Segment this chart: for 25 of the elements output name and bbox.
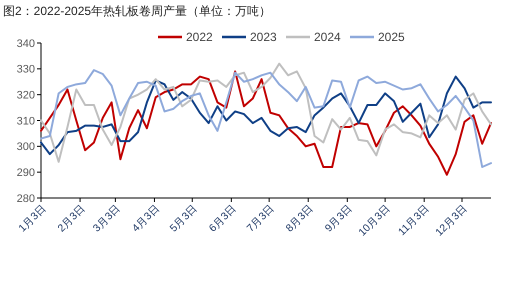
x-tick-label: 2月3日 [55,202,88,235]
x-tick-label: 9月3日 [322,202,356,235]
y-tick-label: 280 [16,192,35,205]
legend-label: 2022 [186,30,214,44]
legend-label: 2025 [378,30,406,44]
line-series [40,76,492,156]
y-tick-label: 320 [16,90,35,102]
x-tick-label: 12月3日 [433,202,470,239]
x-tick-label: 10月3日 [356,202,393,239]
x-tick-label: 3月3日 [90,202,124,235]
x-tick-label: 7月3日 [244,202,277,235]
x-tick-label: 8月3日 [284,202,316,235]
legend-label: 2024 [314,30,342,44]
legend-label: 2023 [250,30,278,44]
x-tick-label: 5月3日 [168,202,200,235]
y-tick-label: 310 [16,115,35,128]
x-tick-label: 4月3日 [130,202,162,235]
y-tick-label: 290 [16,167,35,180]
x-tick-label: 1月3日 [16,202,49,235]
chart-title: 图2：2022-2025年热轧板卷周产量（单位：万吨） [3,4,272,18]
y-tick-label: 300 [16,141,35,154]
x-tick-label: 11月3日 [396,202,432,238]
y-tick-label: 330 [16,64,35,76]
x-tick-label: 6月3日 [206,202,240,235]
y-tick-label: 340 [16,38,35,50]
